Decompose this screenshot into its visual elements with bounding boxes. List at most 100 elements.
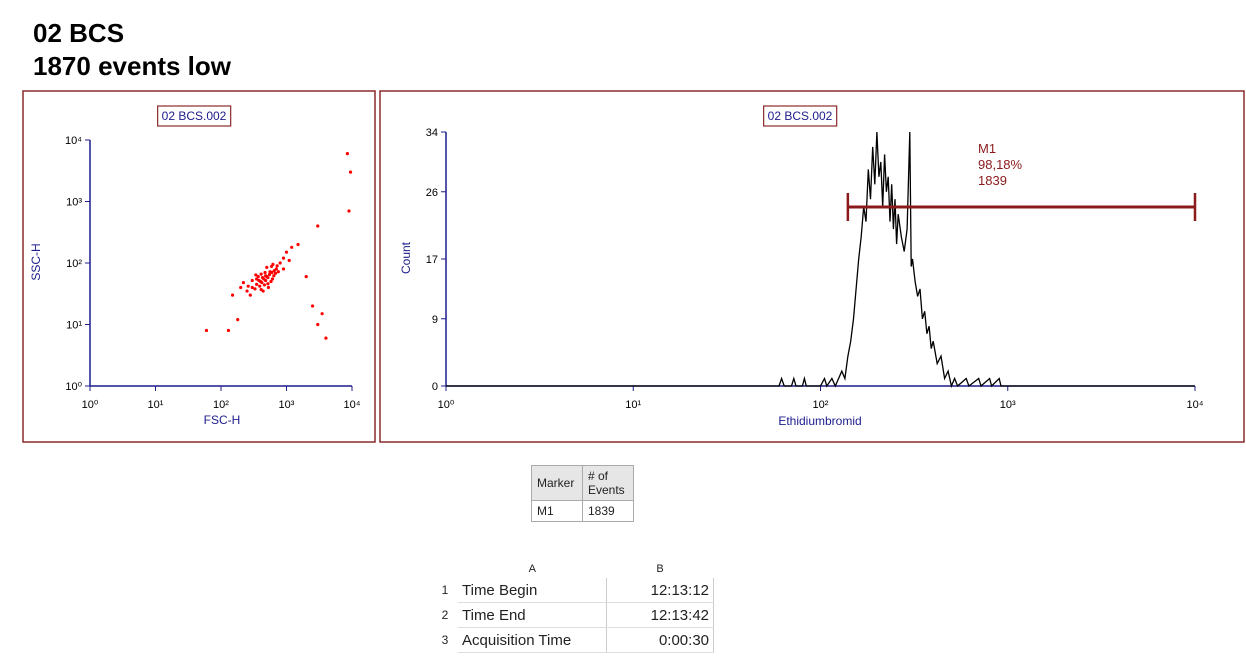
point bbox=[272, 274, 276, 278]
point bbox=[250, 278, 254, 283]
y-axis-label: Count bbox=[399, 241, 413, 274]
y-tick-label: 10⁰ bbox=[65, 381, 82, 393]
point bbox=[257, 278, 261, 283]
header-cell: # of Events bbox=[582, 465, 634, 501]
row-number: 1 bbox=[441, 583, 449, 598]
point bbox=[255, 277, 259, 281]
y-tick-label: 9 bbox=[432, 314, 438, 326]
point bbox=[258, 284, 262, 288]
y-tick-label: 10⁴ bbox=[65, 135, 82, 147]
point bbox=[256, 275, 260, 279]
cell: M1 bbox=[531, 500, 583, 522]
y-tick-label: 10² bbox=[66, 258, 82, 270]
point bbox=[281, 267, 286, 271]
point bbox=[239, 285, 243, 290]
point bbox=[248, 293, 252, 297]
plot-title: 02 BCS.002 bbox=[768, 109, 833, 123]
x-tick-label: 10³ bbox=[279, 399, 295, 411]
point bbox=[290, 245, 294, 249]
x-tick-label: 10⁴ bbox=[344, 399, 361, 411]
point bbox=[246, 284, 250, 288]
point bbox=[316, 322, 320, 327]
plot-title-box bbox=[763, 105, 838, 127]
row-number: 3 bbox=[441, 633, 449, 647]
point bbox=[266, 282, 270, 286]
point bbox=[268, 270, 272, 274]
subtitle: 1870 events low bbox=[33, 51, 232, 81]
point bbox=[226, 328, 231, 333]
cell: 12:13:12 bbox=[606, 578, 714, 603]
point bbox=[255, 282, 259, 286]
point bbox=[204, 328, 209, 333]
point bbox=[259, 287, 263, 292]
row-number: 2 bbox=[441, 608, 449, 622]
cell: Time Begin bbox=[458, 578, 607, 603]
point bbox=[287, 258, 291, 263]
x-axis-label: Ethidiumbromid bbox=[778, 414, 861, 428]
histogram-line bbox=[446, 131, 1195, 389]
point bbox=[260, 275, 265, 280]
x-tick-label: 10⁴ bbox=[1187, 399, 1204, 411]
y-tick-label: 0 bbox=[432, 381, 438, 393]
point bbox=[284, 250, 289, 254]
point bbox=[266, 275, 270, 280]
point bbox=[236, 318, 240, 322]
cell: Acquisition Time bbox=[458, 627, 607, 653]
plot-title-box bbox=[157, 105, 232, 127]
y-tick-label: 10³ bbox=[66, 197, 82, 209]
point bbox=[347, 209, 351, 213]
column-header: B bbox=[656, 563, 664, 575]
point bbox=[320, 312, 324, 316]
point bbox=[324, 336, 328, 340]
point bbox=[250, 285, 254, 290]
cell: 12:13:42 bbox=[606, 602, 714, 628]
point bbox=[271, 262, 275, 266]
point bbox=[266, 285, 271, 290]
y-tick-label: 10¹ bbox=[66, 320, 82, 332]
point bbox=[276, 270, 280, 274]
y-tick-label: 34 bbox=[426, 127, 438, 139]
x-axis-label: FSC-H bbox=[204, 413, 241, 427]
point bbox=[269, 279, 273, 284]
x-tick-label: 10² bbox=[213, 399, 229, 411]
point bbox=[264, 274, 268, 278]
point bbox=[260, 281, 264, 285]
marker-percent: 98,18% bbox=[978, 157, 1023, 172]
point bbox=[272, 269, 276, 273]
cell: 0:00:30 bbox=[606, 627, 714, 653]
y-tick-label: 17 bbox=[426, 254, 438, 266]
header-cell: Marker bbox=[531, 465, 583, 501]
panel bbox=[22, 90, 376, 443]
point bbox=[265, 265, 269, 269]
point bbox=[316, 224, 320, 228]
point bbox=[275, 264, 279, 268]
panel bbox=[379, 90, 1245, 443]
cell: Time End bbox=[458, 602, 607, 628]
marker-events: 1839 bbox=[978, 173, 1007, 188]
point bbox=[296, 242, 300, 247]
point bbox=[263, 270, 267, 275]
point bbox=[273, 271, 278, 275]
stats-table: Marker # of Events M1 1839 bbox=[531, 465, 634, 522]
point bbox=[304, 275, 308, 279]
point bbox=[345, 152, 349, 156]
point bbox=[254, 273, 258, 277]
plot-title: 02 BCS.002 bbox=[162, 109, 227, 123]
point bbox=[274, 267, 278, 271]
point bbox=[253, 287, 257, 291]
x-tick-label: 10⁰ bbox=[438, 399, 455, 411]
x-tick-label: 10¹ bbox=[148, 399, 164, 411]
marker-label: M1 bbox=[978, 141, 996, 156]
cell: 1839 bbox=[582, 500, 634, 522]
x-tick-label: 10² bbox=[813, 399, 829, 411]
point bbox=[264, 278, 268, 283]
point bbox=[262, 283, 267, 287]
point bbox=[267, 272, 272, 277]
point bbox=[310, 304, 315, 308]
sheet: A B 1 Time Begin 12:13:12 2 Time End 12:13:42… bbox=[432, 560, 714, 653]
x-tick-label: 10³ bbox=[1000, 399, 1016, 411]
point bbox=[270, 277, 275, 281]
point bbox=[230, 293, 235, 297]
